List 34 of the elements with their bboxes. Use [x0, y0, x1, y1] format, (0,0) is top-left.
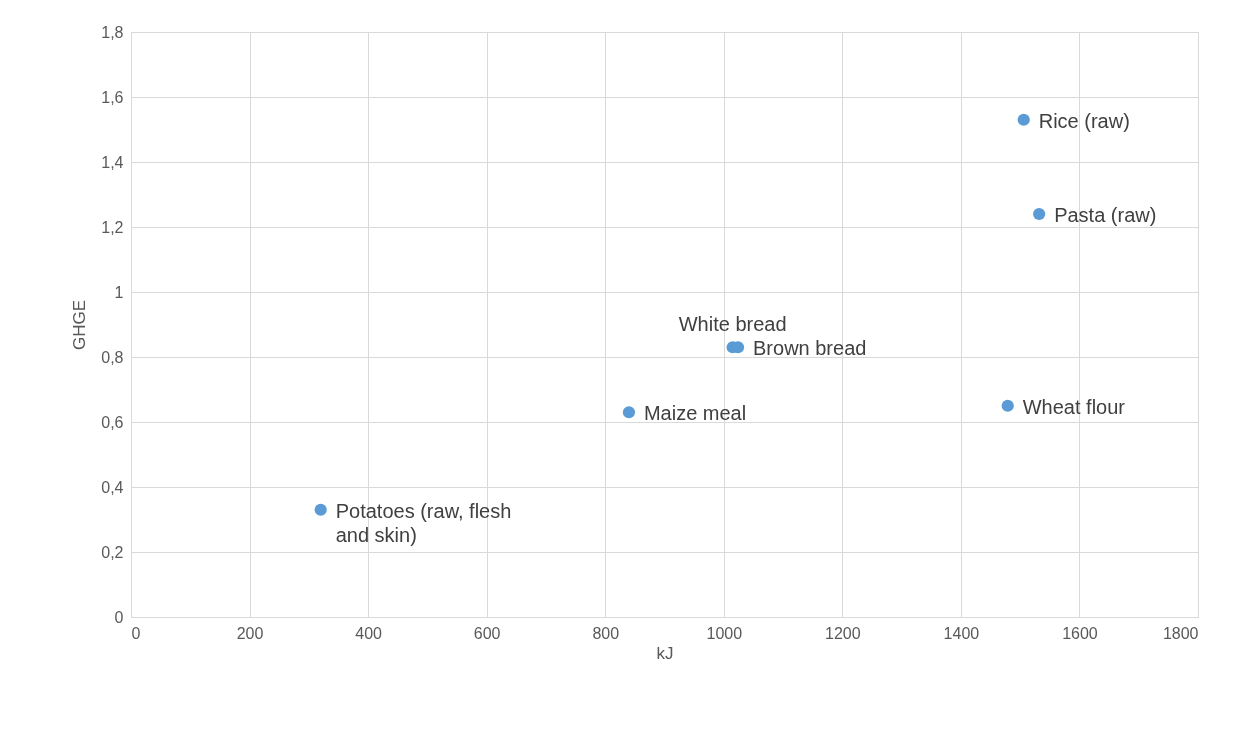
series-label: Pasta (raw) [1054, 204, 1157, 226]
series-label: Rice (raw) [1038, 109, 1130, 132]
x-tick-label: 200 [236, 624, 264, 642]
x-tick-label: 800 [592, 624, 620, 642]
point [1001, 399, 1014, 412]
x-tick-label: 1200 [825, 624, 861, 642]
x-tick-label: 1000 [706, 624, 743, 642]
point [1033, 207, 1046, 221]
point [622, 406, 636, 419]
point [314, 503, 327, 516]
y-tick-label: 0 [114, 608, 124, 626]
x-axis-title: kJ [656, 643, 674, 663]
series-label: Potatoes (raw, flesh and skin) [335, 499, 512, 546]
y-tick-label: 0,8 [101, 348, 124, 366]
x-tick-label: 1800 [1162, 624, 1199, 642]
y-axis-title: GHGE [70, 299, 90, 351]
x-tick-label: 1600 [1062, 624, 1098, 642]
y-tick-label: 1 [114, 283, 124, 301]
y-tick-label: 0,6 [101, 413, 124, 431]
x-tick-label: 0 [131, 624, 141, 642]
y-tick-label: 0,4 [101, 478, 124, 496]
point [1017, 113, 1030, 126]
y-tick-label: 1,4 [101, 153, 124, 171]
series-label: Wheat flour [1022, 395, 1126, 418]
x-tick-label: 400 [355, 624, 383, 642]
x-tick-label: 600 [473, 624, 501, 642]
y-tick-label: 1,6 [101, 88, 124, 106]
series-label: Maize meal [643, 402, 747, 425]
y-tick-label: 1,2 [101, 218, 124, 236]
series-label: White bread [678, 313, 787, 336]
x-tick-label: 1400 [943, 624, 980, 642]
y-tick-label: 0,2 [101, 543, 124, 561]
series-label: Brown bread [753, 337, 867, 360]
y-tick-label: 1,8 [101, 23, 124, 41]
